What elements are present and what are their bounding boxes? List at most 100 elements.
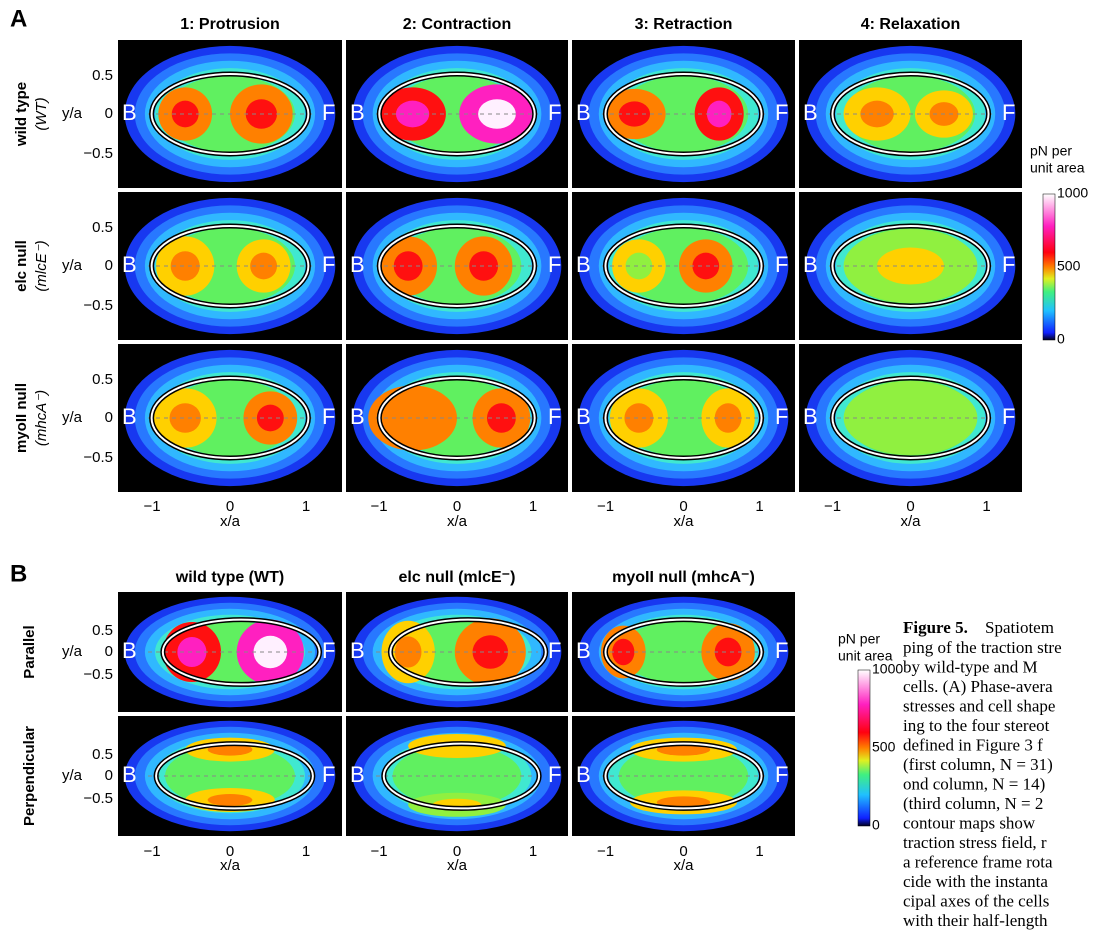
cell-outline [604,73,763,155]
hot-core [169,403,201,433]
x-tick-label: 0 [226,843,234,860]
heatmap [118,40,342,188]
cell-outline [831,225,990,307]
colorbar-tick-label: 0 [872,817,880,833]
caption-line: stresses and cell shape [903,696,1055,715]
caption-line: by wild-type and M [903,657,1038,676]
back-label: B [122,762,137,787]
hot-core [692,252,720,280]
hot-core [656,743,711,756]
caption-line: with their half-length [903,911,1048,930]
hot-core [625,252,653,280]
heatmap [572,716,795,836]
heatmap [572,344,795,492]
colorbar [857,669,871,827]
cell-outline [604,618,763,686]
cell-outline [150,377,310,459]
column-title: 1: Protrusion [180,16,280,33]
hot-core [624,403,654,433]
heatmap [118,716,342,836]
front-label: F [322,762,335,787]
x-tick-label: 0 [679,843,687,860]
row-label: wild type [13,82,30,147]
caption-line: Spatiotem [985,618,1054,637]
x-tick-label: −1 [143,498,160,515]
front-label: F [775,638,788,663]
heatmap [346,40,568,188]
hot-core [395,100,430,128]
y-tick-label: 0.5 [92,67,113,84]
hot-core [207,794,253,806]
caption-line: ond column, N = 14) [903,774,1045,793]
front-label: F [775,762,788,787]
x-axis-label: x/a [673,513,694,530]
front-label: F [548,762,561,787]
heatmap [799,344,1022,492]
colorbar-title: unit area [1030,160,1085,176]
cell-outline [389,618,547,686]
x-tick-label: −1 [370,498,387,515]
x-tick-label: 1 [755,498,763,515]
heatmap [118,344,342,492]
y-tick-label: −0.5 [83,145,113,162]
front-label: F [322,404,335,429]
front-label: F [548,404,561,429]
y-tick-label: 0.5 [92,746,113,763]
heatmap [346,716,568,836]
y-tick-label: 0 [105,105,113,122]
back-label: B [803,100,818,125]
caption-line: cide with the instanta [903,872,1048,891]
row-label: Parallel [21,625,38,678]
back-label: B [122,100,137,125]
hot-core [714,403,742,433]
back-label: B [576,100,591,125]
cell-outline [382,742,541,810]
row-label: myoII null [13,383,30,453]
caption-line: cells. (A) Phase-avera [903,677,1053,696]
cell-outline [604,377,763,459]
front-label: F [775,100,788,125]
caption-line: ing to the four stereot [903,716,1050,735]
back-label: B [350,404,365,429]
x-tick-label: 1 [302,843,310,860]
x-tick-label: 0 [453,843,461,860]
back-label: B [803,404,818,429]
row-label: (mhcA⁻) [33,390,50,446]
front-label: F [1002,100,1015,125]
cell-outline [155,742,314,810]
caption-line: cipal axes of the cells [903,891,1049,910]
x-tick-label: −1 [143,843,160,860]
panel-label: A [10,5,27,32]
back-label: B [576,252,591,277]
front-label: F [548,100,561,125]
y-axis-label: y/a [62,643,83,660]
colorbar-title: pN per [838,631,880,647]
back-label: B [576,638,591,663]
y-tick-label: 0.5 [92,219,113,236]
back-label: B [350,252,365,277]
back-label: B [350,762,365,787]
x-tick-label: −1 [370,843,387,860]
y-tick-label: 0 [105,409,113,426]
colorbar-tick-label: 1000 [1057,185,1088,201]
x-axis-label: x/a [673,857,694,874]
x-tick-label: 0 [226,498,234,515]
x-tick-label: −1 [597,498,614,515]
y-tick-label: 0 [105,767,113,784]
cell-outline [604,225,763,307]
column-title: elc null (mlcE⁻) [399,569,516,586]
heatmap [118,592,342,712]
hot-core [390,401,435,435]
hot-core [706,100,732,128]
caption-line: traction stress field, r [903,833,1047,852]
row-label: elc null [13,240,30,292]
heatmap [799,40,1022,188]
heatmap [799,192,1022,340]
colorbar-tick-label: 0 [1057,331,1065,347]
colorbar-title: pN per [1030,143,1072,159]
back-label: B [350,638,365,663]
hot-core [486,403,516,433]
x-axis-label: x/a [447,857,468,874]
colorbar-title: unit area [838,648,893,664]
x-tick-label: 0 [453,498,461,515]
